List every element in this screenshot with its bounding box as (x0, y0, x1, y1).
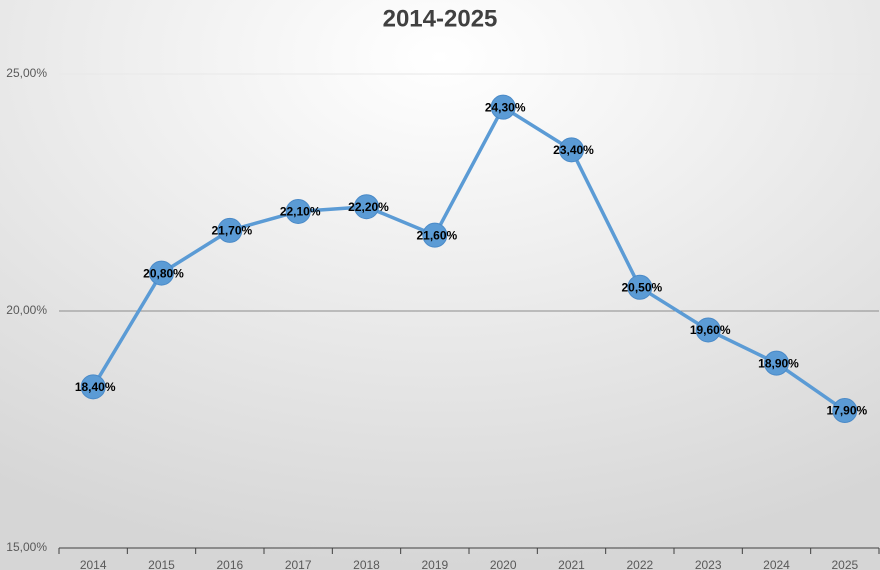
marker (217, 217, 243, 243)
value-label: 18,90% (758, 356, 799, 370)
line (91, 105, 846, 412)
x-tick-label: 2016 (216, 558, 243, 570)
marker (354, 194, 379, 220)
x-tick-label: 2019 (421, 558, 448, 570)
y-tick-label: 15,00% (6, 540, 47, 554)
x-tick-label: 2024 (763, 558, 790, 570)
marker (559, 137, 584, 163)
marker (80, 374, 106, 400)
x-tick-label: 2021 (558, 558, 585, 570)
marker (422, 222, 448, 248)
value-label: 20,80% (143, 266, 184, 280)
marker (627, 274, 653, 300)
marker (695, 317, 721, 343)
marker (832, 398, 858, 424)
marker (490, 94, 516, 120)
marker (285, 198, 311, 224)
marker (764, 350, 789, 376)
value-label: 21,60% (416, 228, 457, 242)
value-label: 23,40% (553, 143, 594, 157)
value-label: 20,50% (621, 280, 662, 294)
value-label: 19,60% (690, 323, 731, 337)
value-label: 17,90% (826, 404, 867, 418)
x-tick-label: 2014 (80, 558, 107, 570)
value-label: 22,20% (348, 200, 389, 214)
value-label: 18,40% (75, 380, 116, 394)
x-tick-label: 2023 (695, 558, 722, 570)
value-label: 22,10% (280, 205, 321, 219)
x-tick-label: 2015 (148, 558, 175, 570)
x-tick-label: 2017 (285, 558, 312, 570)
y-tick-label: 20,00% (6, 303, 47, 317)
chart-title: 2014-2025 (383, 5, 498, 32)
x-tick-label: 2018 (353, 558, 380, 570)
value-label: 24,30% (485, 100, 526, 114)
x-tick-label: 2025 (831, 558, 858, 570)
value-label: 21,70% (211, 224, 252, 238)
y-tick-label: 25,00% (6, 66, 47, 80)
x-tick-label: 2020 (490, 558, 517, 570)
marker (149, 260, 174, 286)
x-tick-label: 2022 (626, 558, 653, 570)
